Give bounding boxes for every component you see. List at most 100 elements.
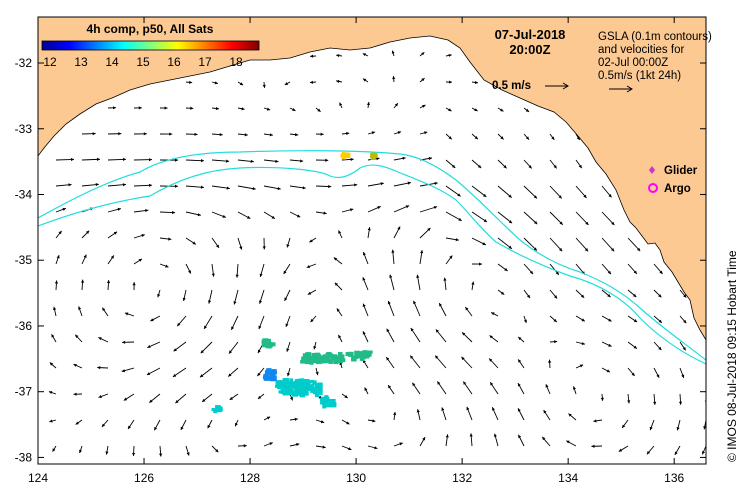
velocity-arrow-head [607, 293, 611, 298]
velocity-arrow [575, 211, 589, 226]
velocity-arrow-head [259, 273, 263, 277]
velocity-arrow-head [367, 227, 371, 231]
velocity-arrow-head [393, 411, 397, 416]
velocity-arrow-head [559, 221, 563, 225]
colorbar-tick-labels: 12 13 14 15 16 17 18 [43, 55, 243, 69]
velocity-arrow-head [49, 362, 54, 366]
velocity-arrow-head [517, 383, 521, 387]
sst-pixel [268, 343, 272, 349]
sst-pixel [315, 387, 320, 393]
svg-text:Argo: Argo [664, 183, 691, 195]
velocity-arrow-head [296, 214, 301, 218]
velocity-arrow-head [51, 334, 55, 338]
ssh-contour-south [38, 164, 706, 365]
sst-pixel [309, 359, 314, 364]
sst-pixel [304, 354, 310, 361]
velocity-arrow-head [649, 426, 653, 431]
velocity-arrow-head [145, 208, 149, 213]
velocity-arrow-head [363, 78, 367, 82]
date-line-2: 20:00Z [509, 42, 550, 57]
velocity-arrow-head [68, 183, 72, 187]
y-tick-label: -35 [15, 253, 33, 267]
velocity-arrow-head [85, 230, 90, 234]
velocity-arrow-head [534, 220, 538, 225]
velocity-arrow-head [622, 424, 626, 428]
sst-pixel [362, 350, 368, 355]
velocity-arrow-head [328, 184, 332, 189]
sst-pixel [351, 355, 357, 362]
info-line-1: GSLA (0.1m contours) [598, 31, 712, 43]
sst-pixel [309, 355, 314, 360]
sst-pixels [211, 152, 378, 414]
sst-pixel [261, 340, 266, 345]
velocity-arrow-head [600, 397, 604, 401]
velocity-arrow-head [678, 401, 683, 405]
velocity-arrow-head [165, 264, 169, 268]
velocity-arrow-head [397, 131, 402, 135]
velocity-arrow-head [632, 293, 637, 298]
sst-pixel [314, 382, 319, 387]
velocity-arrow-head [320, 420, 325, 424]
velocity-arrow-head [92, 132, 96, 136]
velocity-arrow-head [458, 217, 462, 221]
velocity-arrow-head [410, 327, 414, 332]
velocity-arrow-head [243, 444, 247, 448]
velocity-arrow-head [489, 335, 493, 339]
x-tick-label: 134 [558, 471, 578, 485]
velocity-arrow-head [362, 53, 367, 57]
velocity-arrow-head [271, 215, 275, 219]
velocity-arrow-head [58, 230, 62, 235]
velocity-arrow-head [286, 244, 290, 248]
velocity-arrow-head [228, 373, 232, 377]
velocity-arrow-head [200, 185, 204, 189]
velocity-arrow-head [508, 220, 513, 224]
sst-pixel [289, 378, 294, 384]
velocity-arrow-head [517, 408, 521, 412]
sst-pixel [326, 352, 331, 357]
sst-pixel [289, 389, 294, 394]
velocity-arrow-head [424, 131, 428, 135]
velocity-arrow-head [320, 132, 324, 136]
y-tick-label: -36 [15, 319, 33, 333]
colorbar-tick-label: 18 [229, 55, 243, 69]
velocity-arrow-head [471, 281, 475, 285]
sst-pixel [320, 399, 327, 405]
sst-pixel [365, 354, 370, 359]
velocity-arrow-head [533, 247, 537, 251]
sst-pixel [315, 354, 322, 358]
velocity-arrow-head [83, 254, 87, 258]
velocity-arrow-head [79, 449, 83, 454]
velocity-arrow-head [518, 336, 522, 341]
velocity-arrow-head [244, 133, 248, 137]
velocity-arrow-head [234, 422, 238, 427]
velocity-arrow-head [636, 247, 641, 252]
velocity-arrow-head [492, 407, 495, 411]
velocity-arrow-head [346, 131, 350, 136]
velocity-arrow-head [257, 349, 261, 354]
velocity-arrow-head [593, 419, 597, 423]
velocity-arrow-head [580, 294, 585, 298]
velocity-arrow-head [584, 248, 589, 252]
velocity-arrow-head [633, 319, 638, 323]
y-tick-label: -32 [15, 56, 33, 70]
velocity-arrow-head [226, 159, 230, 163]
velocity-arrow-head [149, 399, 153, 403]
sst-pixel [358, 351, 364, 356]
colorbar-tick-label: 12 [43, 55, 57, 69]
sst-pixel [322, 356, 329, 361]
colorbar-tick-label: 13 [74, 55, 88, 69]
velocity-arrow-head [583, 194, 587, 198]
velocity-arrow-head [633, 270, 637, 274]
velocity-arrow-head [581, 318, 585, 322]
sst-pixel [373, 153, 378, 157]
sst-pixel [324, 395, 329, 401]
velocity-arrow-head [269, 442, 273, 446]
velocity-arrow-head [222, 214, 226, 218]
velocity-arrow-head [608, 318, 612, 322]
velocity-arrow-head [172, 373, 177, 377]
sst-pixel [370, 155, 376, 160]
velocity-arrow-head [362, 252, 366, 256]
velocity-arrow-head [380, 182, 384, 186]
x-axis-ticks: 124 126 128 130 132 134 136 [28, 17, 685, 485]
velocity-arrow-head [197, 213, 201, 217]
